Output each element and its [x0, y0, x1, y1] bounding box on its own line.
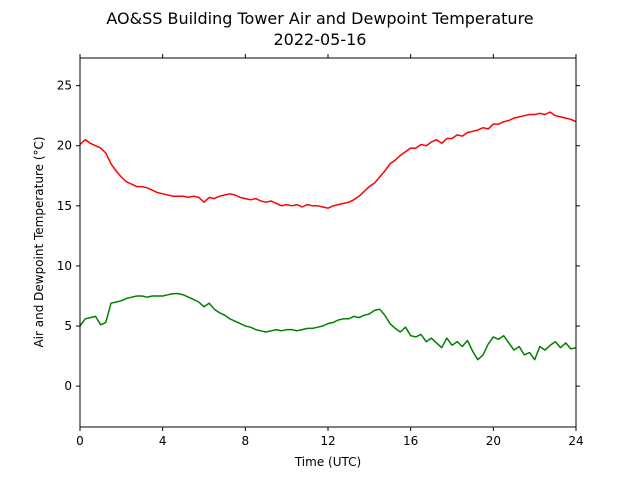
plot-frame [79, 57, 577, 428]
x-tick-label: 8 [242, 434, 250, 448]
chart-title: AO&SS Building Tower Air and Dewpoint Te… [106, 9, 533, 28]
y-tick-label: 20 [57, 139, 72, 153]
y-tick-label: 10 [57, 259, 72, 273]
x-tick-label: 16 [403, 434, 418, 448]
x-tick-label: 4 [159, 434, 167, 448]
y-tick-label: 25 [57, 79, 72, 93]
y-tick-label: 5 [64, 319, 72, 333]
y-axis-label: Air and Dewpoint Temperature (°C) [32, 136, 46, 347]
series-line-dewpoint-temperature [79, 292, 577, 361]
y-tick-label: 0 [64, 379, 72, 393]
chart-subtitle: 2022-05-16 [274, 30, 367, 49]
x-tick-label: 12 [320, 434, 335, 448]
x-tick-label: 24 [568, 434, 583, 448]
plot-area: 0 4 8 12 16 20 24 0 5 10 15 20 25 [57, 54, 584, 448]
x-tick-label: 0 [76, 434, 84, 448]
y-tick-label: 15 [57, 199, 72, 213]
x-tick-label: 20 [486, 434, 501, 448]
x-axis-label: Time (UTC) [294, 455, 361, 469]
series-line-air-temperature [79, 111, 577, 209]
